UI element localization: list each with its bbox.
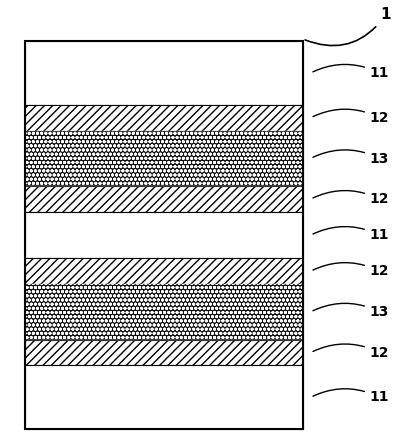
Bar (25, 105, 302, 131)
Bar (25, 284, 302, 340)
Bar (25, 212, 302, 258)
Text: 13: 13 (313, 150, 389, 166)
Bar (25, 131, 302, 186)
Bar (25, 186, 302, 212)
Bar (25, 284, 302, 340)
Text: 1: 1 (305, 7, 391, 46)
Text: 12: 12 (313, 190, 389, 206)
Bar (25, 340, 302, 365)
Text: 12: 12 (313, 109, 389, 125)
Text: 12: 12 (313, 263, 389, 278)
Text: 13: 13 (313, 303, 389, 319)
Text: 11: 11 (313, 389, 389, 404)
Bar (25, 258, 302, 284)
Bar (25, 41, 302, 429)
Bar (25, 41, 302, 105)
Bar (25, 131, 302, 186)
Bar (25, 365, 302, 429)
Text: 11: 11 (313, 226, 389, 242)
Text: 12: 12 (313, 344, 389, 360)
Text: 11: 11 (313, 64, 389, 80)
